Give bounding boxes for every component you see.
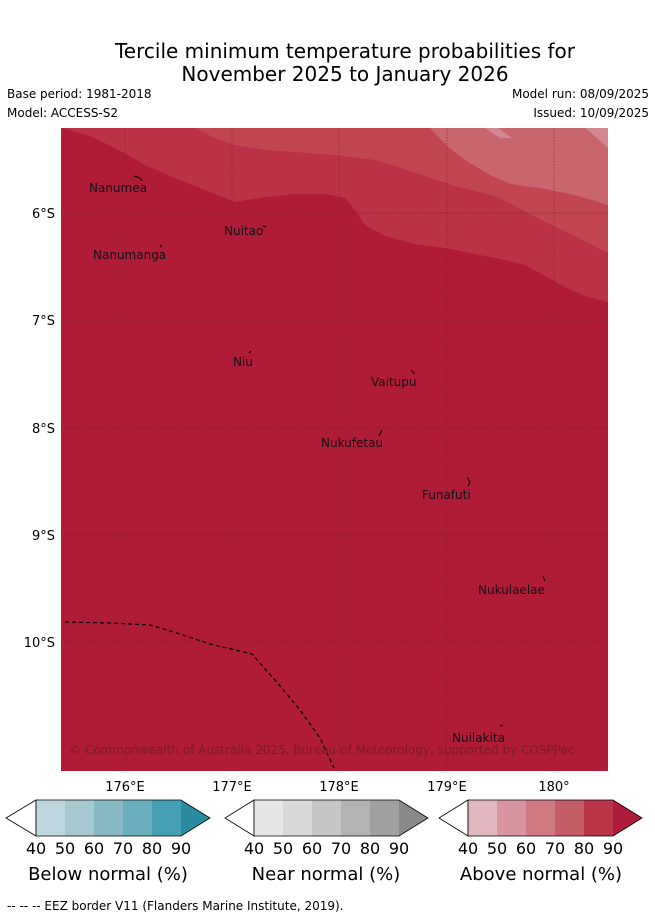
lon-label-179e: 179°E: [427, 780, 467, 795]
base-period-label: Base period: 1981-2018: [7, 87, 152, 101]
colorbar-below-swatch-50: [65, 800, 94, 836]
colorbar-above-outline: [467, 799, 643, 837]
island-nukulaelae-outline: [542, 575, 546, 582]
colorbar-above-swatch-60: [526, 800, 555, 836]
colorbar-near-swatch-40: [254, 800, 283, 836]
issued-label: Issued: 10/09/2025: [533, 106, 649, 120]
colorbar-near-tick-70: 70: [331, 839, 351, 858]
colorbar-below-normal: 40 50 60 70 80 90 Below normal (%): [5, 799, 211, 885]
place-label-nukulaelae: Nukulaelae: [478, 583, 545, 597]
lon-label-180: 180°: [538, 780, 569, 795]
colorbar-below-tick-90: 90: [171, 839, 191, 858]
colorbar-above-tick-70: 70: [545, 839, 565, 858]
island-nanumanga-outline: [159, 244, 163, 248]
colorbar-above-tick-60: 60: [516, 839, 536, 858]
model-label: Model: ACCESS-S2: [7, 106, 119, 120]
colorbar-near-tick-40: 40: [244, 839, 264, 858]
colorbar-above-extend-high: [613, 800, 642, 836]
colorbar-near-tick-50: 50: [273, 839, 293, 858]
lon-label-178e: 178°E: [319, 780, 359, 795]
colorbar-near-tick-90: 90: [389, 839, 409, 858]
place-label-nukufetau: Nukufetau: [321, 436, 383, 450]
colorbar-near-tick-60: 60: [302, 839, 322, 858]
colorbar-below-swatch-60: [94, 800, 123, 836]
colorbar-below-tick-40: 40: [26, 839, 46, 858]
colorbar-near-tick-80: 80: [360, 839, 380, 858]
place-label-nanumea: Nanumea: [89, 181, 147, 195]
map-title: Tercile minimum temperature probabilitie…: [0, 40, 655, 86]
colorbar-below-tick-50: 50: [55, 839, 75, 858]
lat-label-7s: 7°S: [32, 314, 55, 329]
island-nanumea-outline: [133, 175, 143, 182]
island-nuitao-outline: [262, 225, 267, 228]
colorbar-near-title: Near normal (%): [252, 864, 401, 885]
colorbar-near-extend-low: [224, 799, 255, 837]
island-niu-outline: [248, 350, 252, 354]
colorbar-below-extend-low: [5, 799, 37, 837]
colorbar-above-swatch-70: [555, 800, 584, 836]
place-label-nanumanga: Nanumanga: [93, 248, 166, 262]
model-run-label: Model run: 08/09/2025: [511, 87, 649, 101]
colorbar-above-tick-50: 50: [487, 839, 507, 858]
colorbar-below-swatch-40: [36, 800, 65, 836]
gridlines: [61, 128, 608, 771]
colorbar-near-normal: 40 50 60 70 80 90 Near normal (%): [224, 799, 429, 885]
island-vaitupu-outline: [410, 369, 416, 375]
copyright-text: © Commonwealth of Australia 2025, Bureau…: [69, 743, 574, 757]
lon-label-177e: 177°E: [212, 780, 252, 795]
colorbar-above-title: Above normal (%): [460, 864, 622, 885]
colorbar-above-normal: 40 50 60 70 80 90 Above normal (%): [438, 799, 643, 885]
colorbar-below-tick-60: 60: [84, 839, 104, 858]
island-nuilakita-outline: [499, 724, 504, 727]
lat-label-6s: 6°S: [32, 207, 55, 222]
zone-above-60: [430, 128, 608, 205]
colorbar-below-swatch-80: [152, 800, 181, 836]
colorbar-above-swatch-40: [468, 800, 497, 836]
island-outlines: [133, 175, 546, 727]
colorbar-below-outline: [35, 799, 211, 837]
place-label-nuilakita: Nuilakita: [452, 731, 505, 745]
lat-label-9s: 9°S: [32, 529, 55, 544]
colorbar-below-title: Below normal (%): [28, 864, 188, 885]
colorbar-above-swatch-50: [497, 800, 526, 836]
map-title-line2: November 2025 to January 2026: [181, 62, 509, 86]
colorbar-near-swatch-70: [341, 800, 370, 836]
place-label-vaitupu: Vaitupu: [371, 375, 417, 389]
eez-footnote: -- -- -- EEZ border V11 (Flanders Marine…: [7, 899, 344, 913]
place-label-nuitao: Nuitao: [224, 224, 263, 238]
map-panel: Nanumea Nuitao Nanumanga Niu Vaitupu Nuk…: [61, 128, 608, 771]
colorbar-near-swatch-80: [370, 800, 399, 836]
colorbar-below-tick-70: 70: [113, 839, 133, 858]
colorbar-above-tick-40: 40: [458, 839, 478, 858]
eez-border: [64, 621, 335, 769]
colorbar-below-extend-high: [181, 800, 210, 836]
colorbar-above-swatch-80: [584, 800, 613, 836]
lon-label-176e: 176°E: [105, 780, 145, 795]
colorbar-above-extend-low: [438, 799, 469, 837]
colorbar-near-swatch-60: [312, 800, 341, 836]
colorbar-above-tick-90: 90: [603, 839, 623, 858]
island-nukufetau-outline: [378, 429, 383, 437]
colorbar-below-tick-80: 80: [142, 839, 162, 858]
lat-label-10s: 10°S: [24, 636, 55, 651]
colorbar-near-extend-high: [399, 800, 428, 836]
colorbar-near-swatch-50: [283, 800, 312, 836]
zone-above-50: [485, 128, 608, 148]
place-label-niu: Niu: [233, 355, 253, 369]
colorbar-above-tick-80: 80: [574, 839, 594, 858]
place-label-funafuti: Funafuti: [422, 488, 471, 502]
colorbar-below-swatch-70: [123, 800, 152, 836]
map-title-line1: Tercile minimum temperature probabilitie…: [114, 39, 576, 63]
lat-label-8s: 8°S: [32, 422, 55, 437]
colorbar-near-outline: [253, 799, 429, 837]
island-funafuti-outline: [466, 476, 471, 487]
